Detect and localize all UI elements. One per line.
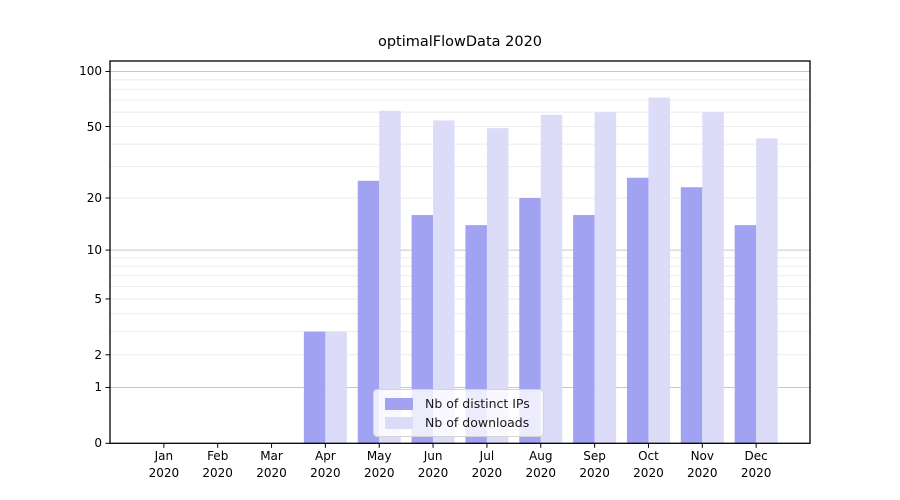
y-tick-label-20: 20 (86, 191, 102, 205)
bar-distinct-ips-jul (465, 225, 487, 444)
x-tick-label-mar: Mar 2020 (256, 449, 287, 480)
x-tick-label-apr: Apr 2020 (310, 449, 341, 480)
x-tick-label-dec: Dec 2020 (740, 449, 772, 480)
bar-downloads-dec (756, 138, 778, 444)
legend-swatch-downloads (385, 416, 413, 429)
legend-label-distinct-ips: Nb of distinct IPs (425, 396, 530, 411)
x-tick-label-oct: Oct 2020 (633, 449, 664, 480)
legend-item-distinct-ips: Nb of distinct IPs (385, 396, 534, 411)
bar-distinct-ips-nov (680, 187, 703, 444)
legend-item-downloads: Nb of downloads (385, 415, 534, 430)
bar-distinct-ips-aug (519, 198, 541, 444)
bar-downloads-apr (325, 331, 347, 444)
x-tick-label-jan: Jan 2020 (148, 449, 180, 480)
bar-downloads-sep (594, 112, 617, 444)
y-tick-label-2: 2 (94, 347, 102, 362)
y-tick-label-1: 1 (94, 380, 102, 395)
plot-frame (109, 60, 811, 444)
bar-downloads-jul (486, 128, 509, 444)
legend-label-downloads: Nb of downloads (425, 415, 530, 430)
y-tick-label-0: 0 (94, 436, 102, 451)
bar-downloads-jun (433, 120, 455, 444)
legend: Nb of distinct IPs Nb of downloads (373, 389, 544, 437)
x-tick-label-aug: Aug 2020 (525, 449, 557, 480)
bar-downloads-may (379, 110, 401, 444)
bar-distinct-ips-apr (303, 331, 326, 444)
x-tick-label-jun: Jun 2020 (417, 449, 449, 480)
legend-swatch-distinct-ips (385, 397, 413, 410)
bar-downloads-oct (648, 97, 670, 444)
y-tick-label-100: 100 (79, 64, 102, 79)
chart-title: optimalFlowData 2020 (377, 34, 543, 50)
bar-distinct-ips-may (357, 180, 380, 444)
x-tick-label-may: May 2020 (363, 449, 395, 480)
bar-distinct-ips-jun (411, 215, 434, 444)
bar-distinct-ips-dec (734, 225, 757, 444)
bar-distinct-ips-oct (626, 177, 649, 444)
x-tick-label-sep: Sep 2020 (579, 449, 610, 480)
bar-downloads-aug (540, 114, 563, 444)
y-tick-label-50: 50 (86, 119, 102, 134)
y-tick-label-10: 10 (86, 243, 102, 258)
bar-downloads-nov (702, 112, 724, 444)
bar-distinct-ips-sep (573, 215, 595, 444)
x-tick-label-nov: Nov 2020 (687, 449, 718, 480)
x-tick-label-jul: Jul 2020 (471, 449, 503, 480)
x-tick-label-feb: Feb 2020 (202, 449, 233, 480)
y-tick-label-5: 5 (94, 291, 102, 306)
